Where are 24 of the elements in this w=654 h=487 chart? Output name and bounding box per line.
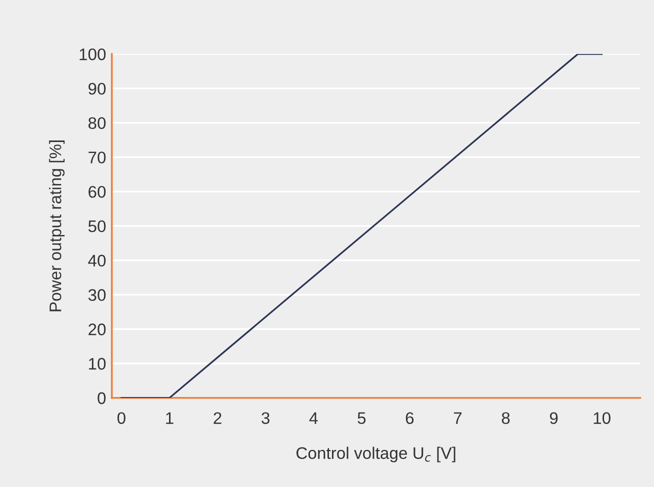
- x-tick-label: 5: [358, 412, 366, 424]
- x-tick-label: 3: [262, 412, 270, 424]
- y-tick-label: 40: [88, 254, 106, 267]
- x-tick-label: 4: [309, 412, 318, 424]
- x-tick-label: 2: [214, 412, 222, 424]
- y-tick-label: 80: [88, 117, 106, 130]
- y-tick-label: 20: [88, 324, 106, 336]
- y-tick-label: 0: [98, 392, 106, 404]
- y-tick-label: 70: [88, 152, 106, 164]
- x-tick-label: 6: [406, 412, 414, 424]
- x-axis-title: Control voltage U$_{c}$ [V]: [296, 446, 456, 462]
- x-tick-label: 1: [166, 412, 174, 424]
- y-axis-title: Power output rating [%]: [49, 140, 65, 312]
- y-tick-label: 100: [80, 48, 106, 60]
- y-tick-label: 90: [88, 82, 106, 95]
- y-tick-label: 60: [88, 186, 106, 198]
- x-tick-label: 0: [117, 412, 126, 424]
- x-tick-label: 10: [594, 412, 610, 424]
- x-tick-label: 9: [550, 412, 558, 424]
- x-tick-label: 8: [502, 412, 510, 424]
- x-tick-label: 7: [454, 412, 462, 424]
- y-tick-label: 50: [88, 220, 106, 232]
- y-tick-label: 10: [89, 358, 106, 370]
- y-tick-label: 30: [88, 289, 106, 301]
